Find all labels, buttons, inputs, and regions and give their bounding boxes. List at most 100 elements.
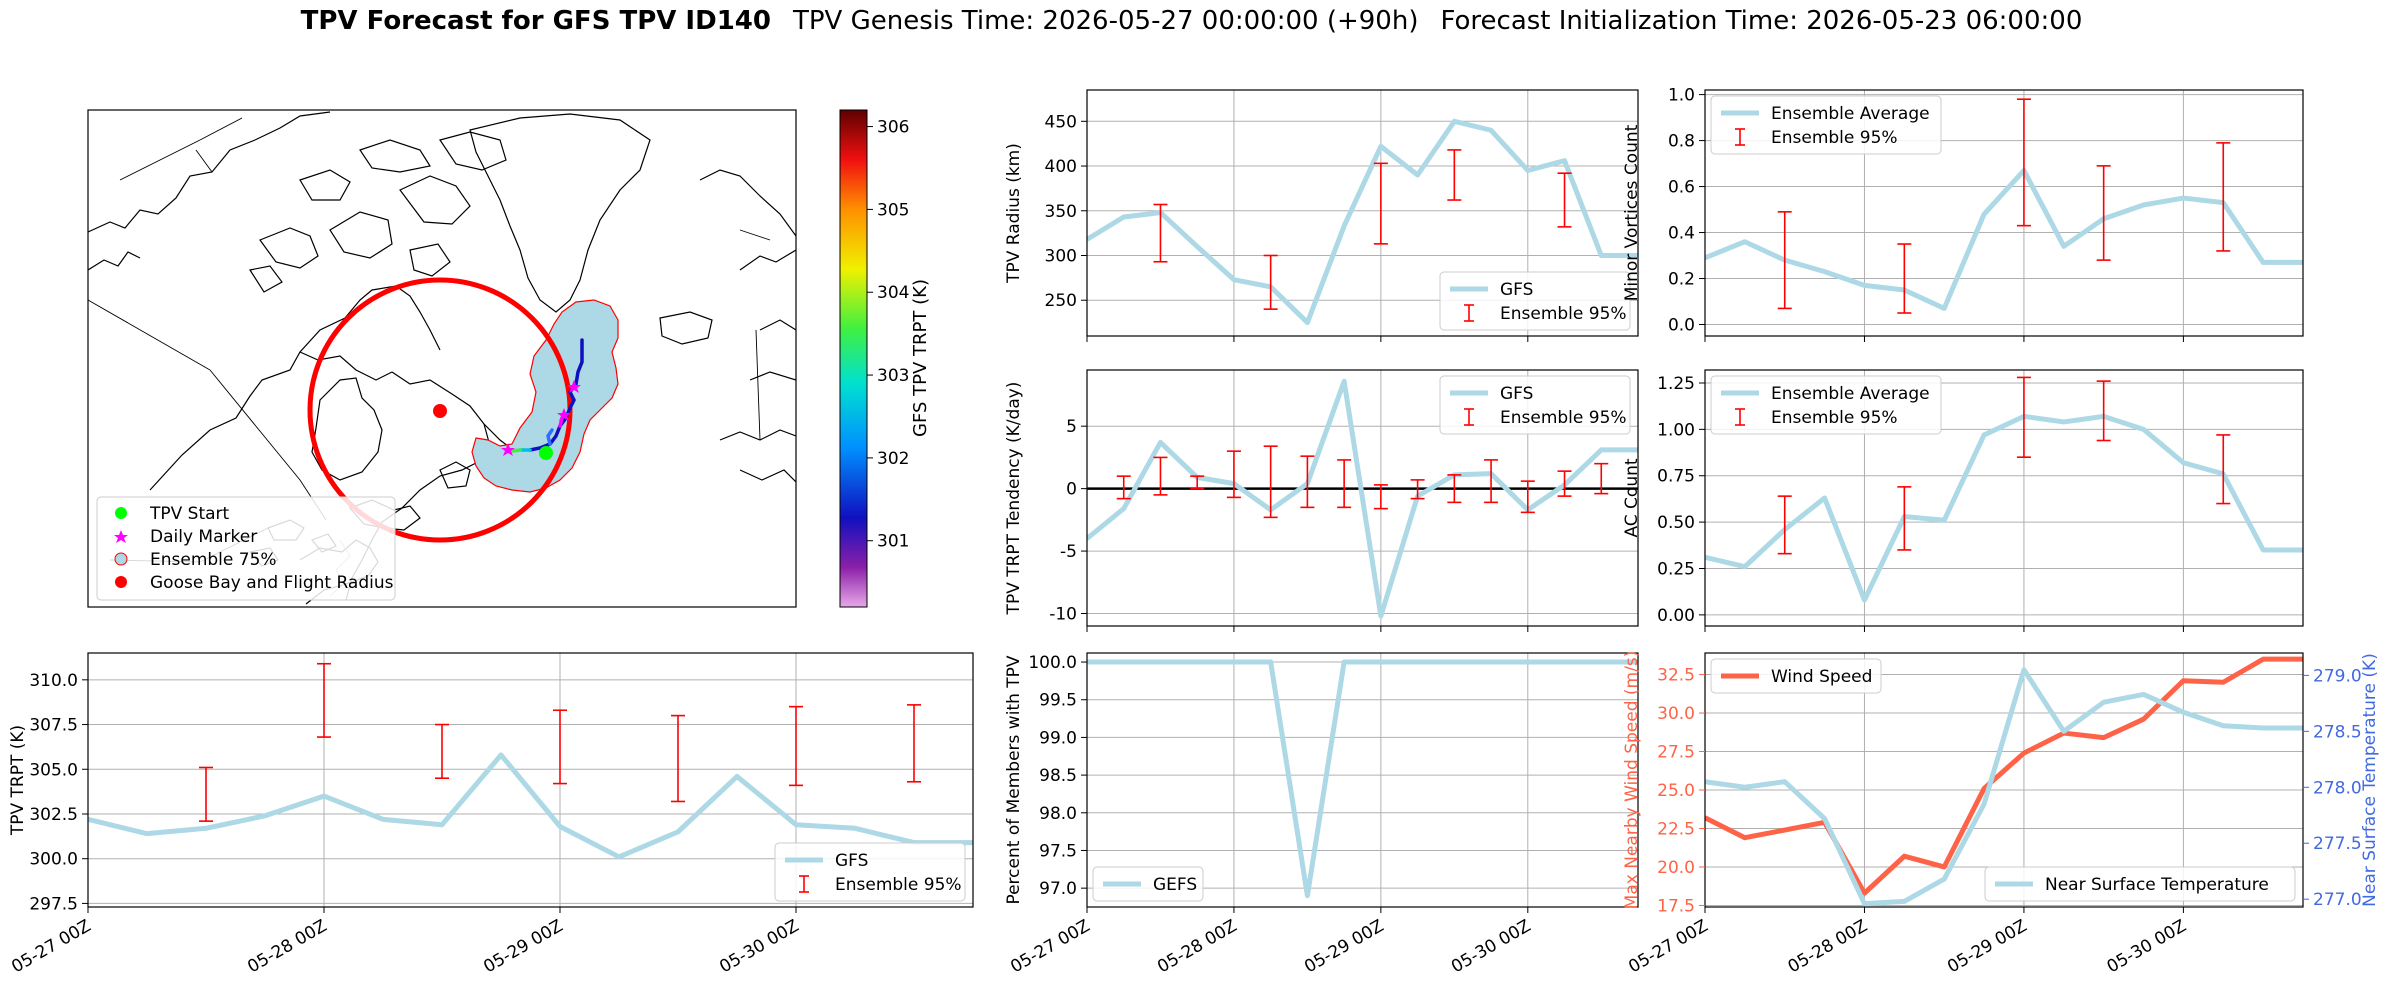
- y-tick-label: 27.5: [1657, 743, 1695, 763]
- daily-markers: [501, 380, 581, 456]
- axes-frame: [1086, 652, 1639, 908]
- y-tick-label: 310.0: [29, 671, 78, 691]
- x-tick-label: 05-29 00Z: [1944, 916, 2030, 977]
- x-tick-label: 05-30 00Z: [716, 916, 802, 977]
- axes-frame: [1086, 369, 1639, 627]
- y-right-tick-label: 279.0: [2313, 666, 2362, 686]
- series-group: [1705, 656, 2303, 907]
- y-tick-label: 350: [1045, 202, 1077, 222]
- colorbar-tick-label: 302: [877, 449, 909, 469]
- y-tick-label: 98.5: [1039, 766, 1077, 786]
- chart-legend: GFS Ensemble 95%: [774, 842, 966, 902]
- colorbar-tick-label: 306: [877, 118, 909, 138]
- axes-frame: [1704, 652, 2304, 908]
- series-group: [1087, 659, 1638, 899]
- legend-entry-label: Ensemble 95%: [1500, 304, 1627, 324]
- x-tick-label: 05-28 00Z: [1154, 916, 1240, 977]
- map-legend-box: [96, 496, 396, 601]
- chart-legend: GFS Ensemble 95%: [1439, 271, 1631, 331]
- y-tick-label: 20.0: [1657, 858, 1695, 878]
- legend-entry-label: Ensemble 95%: [835, 875, 962, 895]
- series-group: [1087, 378, 1638, 619]
- y-tick-label: 97.5: [1039, 841, 1077, 861]
- legend-daily-marker: Daily Marker: [150, 527, 257, 547]
- y-axis-label: Percent of Members with TPV: [1004, 655, 1024, 904]
- y-tick-label: 98.0: [1039, 804, 1077, 824]
- chart-radius: 250 300 350 400 450 TPV Radius (km) GFS Ensembl…: [1004, 89, 1639, 342]
- y-tick-label: 0: [1066, 480, 1077, 500]
- y-tick-label: 1.00: [1657, 420, 1695, 440]
- title-genesis-time: TPV Genesis Time: 2026-05-27 00:00:00 (+…: [792, 6, 1419, 36]
- chart-ac: 0.00 0.25 0.50 0.75 1.00 1.25 AC Count Ensemble…: [1622, 369, 2304, 632]
- legend-entry-label: Wind Speed: [1771, 667, 1872, 687]
- series-group: [1087, 118, 1638, 326]
- x-tick-label: 05-30 00Z: [2104, 916, 2190, 977]
- chart-legend-box: [1092, 866, 1204, 902]
- legend-tpv-start: TPV Start: [149, 504, 230, 524]
- chart-legend: Near Surface Temperature: [1984, 866, 2296, 902]
- goose-bay-marker: [433, 404, 447, 418]
- title-tpv-id: TPV Forecast for GFS TPV ID140: [300, 6, 771, 36]
- legend-entry-label: Ensemble 95%: [1771, 408, 1898, 428]
- colorbar-tick-label: 304: [877, 283, 909, 303]
- y-tick-label: 97.0: [1039, 879, 1077, 899]
- chart-legend-box: [1710, 658, 1882, 694]
- axes-frame: [1086, 89, 1639, 337]
- y-axis-label: Minor Vortices Count: [1622, 124, 1642, 301]
- y-axis-label: TPV TRPT Tendency (K/day): [1004, 382, 1024, 616]
- x-tick-label: 05-30 00Z: [1448, 916, 1534, 977]
- colorbar-ticks: 301 302 303 304 305 306: [867, 118, 909, 552]
- chart-trpt: 297.5 300.0 302.5 305.0 307.5 310.0 TPV TRPT (…: [8, 652, 974, 977]
- y-tick-label: 0.50: [1657, 513, 1695, 533]
- y-tick-label: 400: [1045, 157, 1077, 177]
- y-axis-label: TPV Radius (km): [1004, 143, 1024, 284]
- series-line-gfs: [88, 752, 973, 860]
- legend-entry-label: Near Surface Temperature: [2045, 875, 2269, 895]
- figure-title: TPV Forecast for GFS TPV ID140 TPV Genesi…: [0, 6, 2383, 36]
- green-dot-icon: [115, 507, 127, 519]
- y-right-tick-label: 277.0: [2313, 890, 2362, 910]
- y-tick-label: 0.25: [1657, 559, 1695, 579]
- lightblue-dot-icon: [114, 552, 128, 566]
- y-axis-label: AC Count: [1622, 458, 1642, 537]
- y-tick-label: 99.0: [1039, 728, 1077, 748]
- y-tick-label: 0.00: [1657, 606, 1695, 626]
- y-right-tick-label: 278.0: [2313, 778, 2362, 798]
- x-tick-label: 05-29 00Z: [480, 916, 566, 977]
- legend-ensemble-75: Ensemble 75%: [150, 550, 277, 570]
- legend-entry-label: Ensemble Average: [1771, 104, 1930, 124]
- y-tick-label: 302.5: [29, 805, 78, 825]
- series-line-wind-speed: [1705, 656, 2303, 896]
- x-tick-label: 05-27 00Z: [1007, 916, 1093, 977]
- x-tick-label: 05-27 00Z: [8, 916, 94, 977]
- series-line-ensemble-average: [1705, 413, 2303, 603]
- y-tick-label: 32.5: [1657, 666, 1695, 686]
- axes-frame: [1704, 369, 2304, 627]
- chart-legend: Ensemble Average Ensemble 95%: [1710, 95, 1942, 155]
- x-tick-label: 05-27 00Z: [1625, 916, 1711, 977]
- axes-frame: [1704, 89, 2304, 337]
- y-right-tick-label: 277.5: [2313, 834, 2362, 854]
- colorbar-tick-label: 303: [877, 366, 909, 386]
- y-tick-label: 300: [1045, 246, 1077, 266]
- series-group: [1705, 98, 2303, 314]
- x-tick-label: 05-29 00Z: [1301, 916, 1387, 977]
- colorbar-gradient: [839, 109, 868, 608]
- chart-legend: GFS Ensemble 95%: [1439, 375, 1631, 435]
- chart-minor: 0.0 0.2 0.4 0.6 0.8 1.0 Minor Vortices Count En…: [1622, 86, 2304, 342]
- colorbar-label: GFS TPV TRPT (K): [910, 279, 931, 437]
- y-right-axis-label: Near Surface Temperature (K): [2360, 653, 2380, 907]
- y-tick-label: 0.0: [1668, 316, 1695, 336]
- series-line-gfs: [1087, 378, 1638, 619]
- y-tick-label: 0.6: [1668, 178, 1695, 198]
- legend-entry-label: GFS: [1500, 384, 1533, 404]
- tpv-start-marker: [539, 446, 553, 460]
- y-tick-label: 0.4: [1668, 224, 1695, 244]
- y-tick-label: 100.0: [1028, 653, 1077, 673]
- colorbar-tick-label: 301: [877, 532, 909, 552]
- y-tick-label: -10: [1049, 605, 1077, 625]
- y-axis-label: Max Nearby Wind Speed (m/s): [1622, 651, 1642, 910]
- series-group: [1705, 376, 2303, 603]
- y-axis-label: TPV TRPT (K): [8, 725, 28, 836]
